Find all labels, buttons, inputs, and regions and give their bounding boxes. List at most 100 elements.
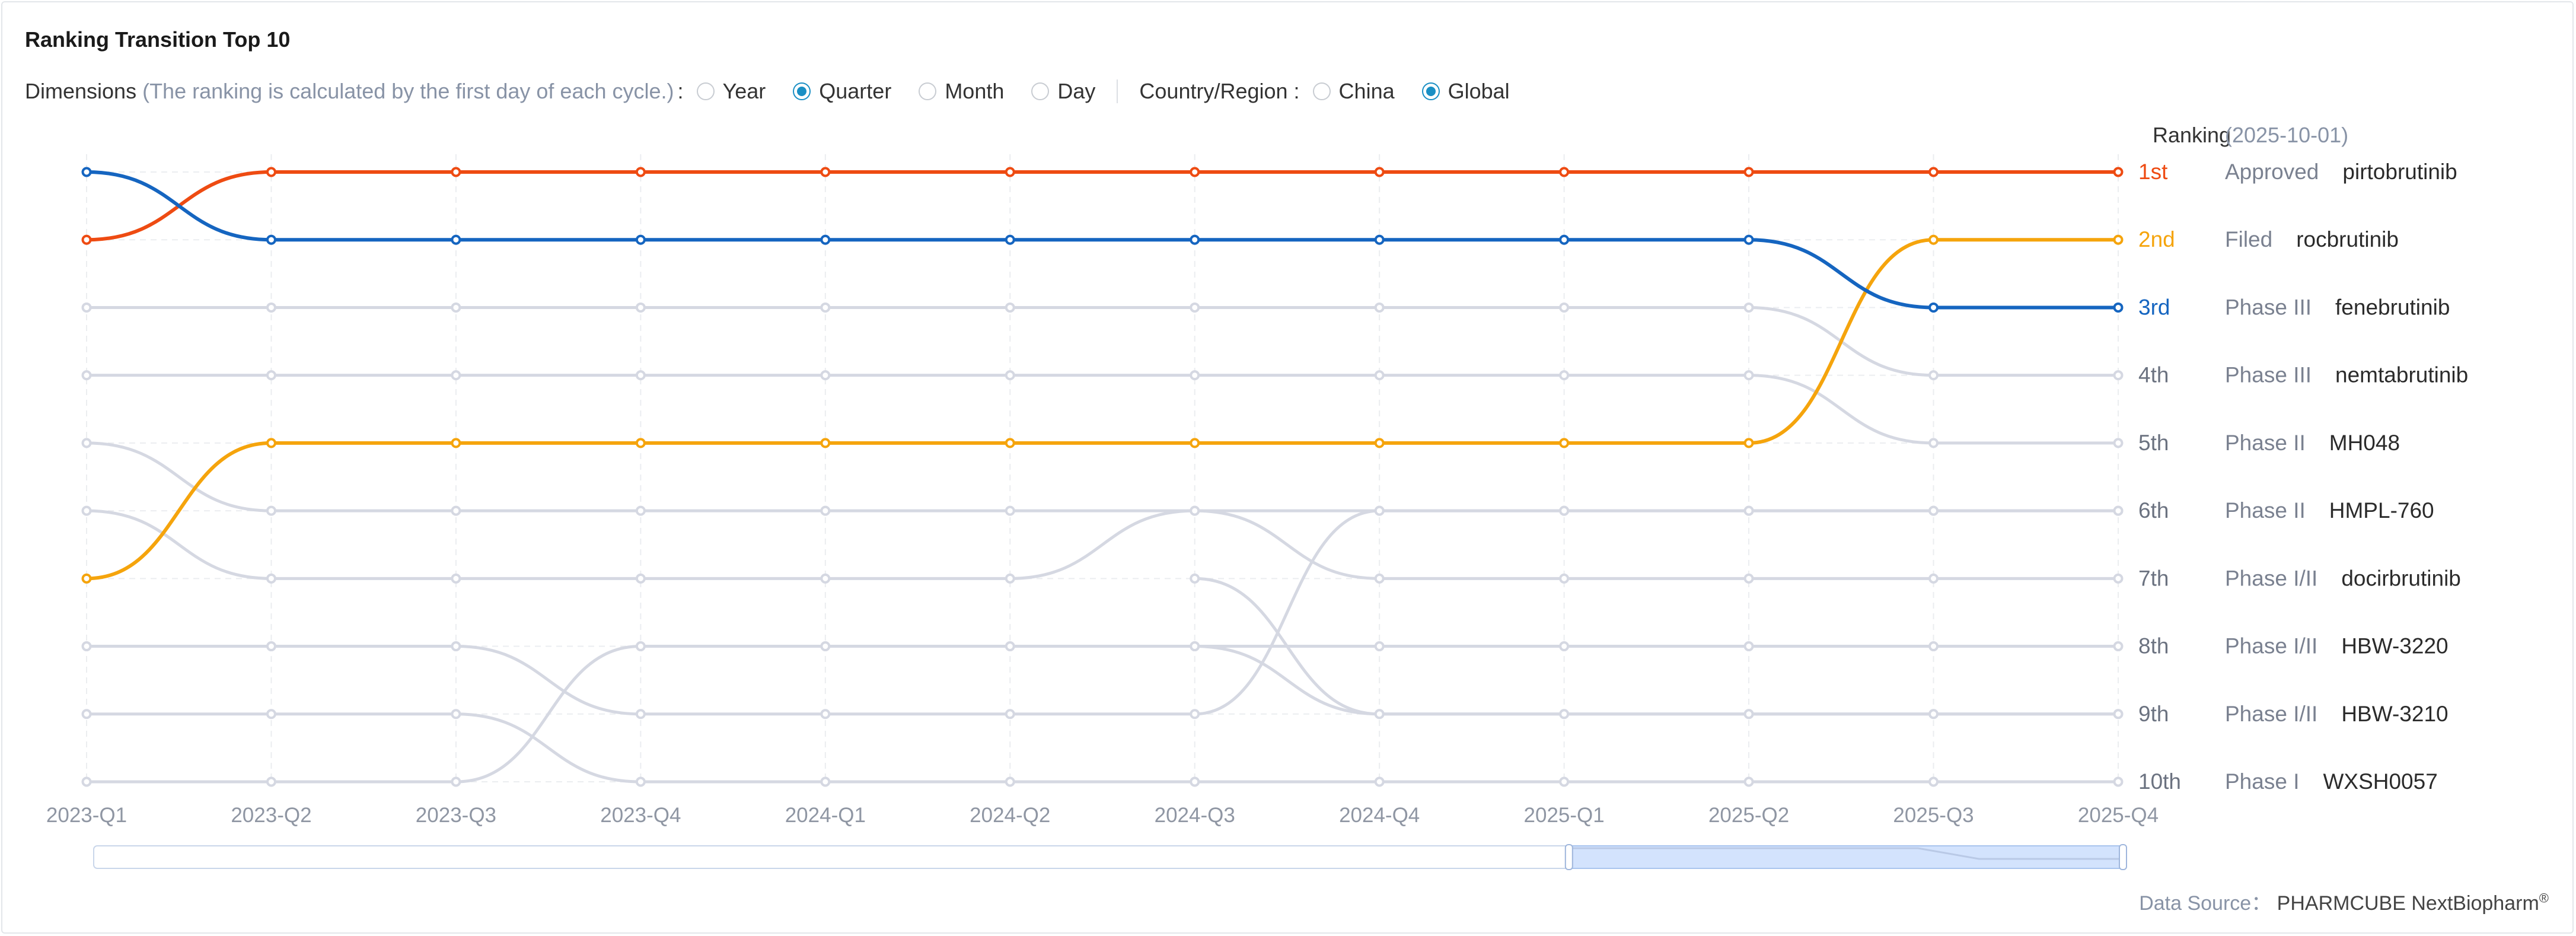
data-point (451, 234, 461, 245)
data-point (451, 573, 461, 584)
radio-china[interactable]: China (1312, 79, 1395, 104)
phase-label: Phase II (2225, 498, 2306, 523)
phase-label: Phase III (2225, 295, 2312, 319)
data-point (1005, 573, 1015, 584)
radio-china-label: China (1338, 79, 1395, 103)
phase-label: Phase III (2225, 363, 2312, 387)
data-point (266, 573, 276, 584)
series-line (85, 509, 2120, 716)
data-point (1005, 167, 1015, 177)
ranking-header: Ranking (2153, 123, 2231, 147)
radio-year-label: Year (722, 79, 766, 103)
zoom-window[interactable] (1568, 845, 2124, 869)
dimensions-label: Dimensions (25, 79, 137, 103)
grid (86, 154, 2119, 782)
data-point (635, 234, 646, 245)
drug-name: nemtabrutinib (2335, 363, 2468, 387)
x-axis: 2023-Q1 2023-Q2 2023-Q3 2023-Q4 2024-Q1 2024-… (46, 804, 2159, 827)
drug-name: fenebrutinib (2335, 295, 2450, 319)
x-tick-label: 2025-Q3 (1893, 804, 1974, 827)
data-point (451, 505, 461, 516)
data-point (1743, 234, 1754, 245)
data-point (1928, 641, 1939, 652)
data-point (1928, 776, 1939, 787)
data-point (1743, 438, 1754, 448)
data-point (2113, 234, 2124, 245)
data-point (1928, 709, 1939, 719)
data-point (1743, 641, 1754, 652)
region-label: Country/Region : (1139, 79, 1300, 103)
rank-label: 2nd (2138, 227, 2175, 251)
series-lines (81, 167, 2124, 787)
phase-label: Phase II (2225, 431, 2306, 455)
radio-quarter[interactable]: Quarter (793, 79, 891, 104)
data-point (81, 641, 92, 652)
data-point (1374, 776, 1385, 787)
series-line (85, 170, 2120, 242)
series-line (85, 712, 2120, 784)
x-tick-label: 2023-Q1 (46, 804, 127, 827)
radio-month[interactable]: Month (919, 79, 1004, 104)
x-tick-label: 2023-Q3 (416, 804, 496, 827)
zoom-handle[interactable] (2119, 844, 2127, 870)
phase-label: Approved (2225, 160, 2319, 184)
drug-name: MH048 (2329, 431, 2400, 455)
data-point (635, 709, 646, 719)
data-point (1743, 302, 1754, 313)
data-point (1559, 776, 1570, 787)
data-point (81, 234, 92, 245)
zoom-handle[interactable] (1564, 844, 1573, 870)
data-point (266, 234, 276, 245)
data-point (2113, 505, 2124, 516)
data-point (1559, 370, 1570, 381)
x-tick-label: 2024-Q2 (970, 804, 1050, 827)
data-point (81, 370, 92, 381)
series-line (85, 441, 2120, 512)
data-point (1190, 641, 1200, 652)
data-point (635, 573, 646, 584)
zoom-slider[interactable] (93, 844, 2127, 870)
rank-label: 6th (2138, 498, 2169, 523)
data-point (2113, 167, 2124, 177)
radio-month-label: Month (945, 79, 1005, 103)
series-line (85, 305, 2120, 377)
ranking-list: Ranking(2025-10-01) 1st Approved pirtobruti… (2138, 123, 2468, 794)
phase-label: Phase I/II (2225, 566, 2317, 590)
data-point (2113, 370, 2124, 381)
data-point (266, 505, 276, 516)
data-point (1743, 167, 1754, 177)
rank-label: 3rd (2138, 295, 2170, 319)
data-point (820, 505, 831, 516)
data-point (2113, 438, 2124, 448)
data-point (266, 370, 276, 381)
x-tick-label: 2023-Q2 (231, 804, 311, 827)
series-line (85, 238, 2120, 581)
data-point (81, 709, 92, 719)
data-point (81, 438, 92, 448)
data-point (451, 438, 461, 448)
rank-label: 10th (2138, 769, 2181, 794)
data-point (1928, 438, 1939, 448)
data-point (1559, 573, 1570, 584)
data-point (1928, 234, 1939, 245)
data-point (2113, 641, 2124, 652)
radio-year[interactable]: Year (696, 79, 766, 104)
data-point (1374, 438, 1385, 448)
series-line (85, 374, 2120, 445)
data-point (1374, 709, 1385, 719)
rank-label: 5th (2138, 431, 2169, 455)
rank-label: 9th (2138, 702, 2169, 726)
data-source-brand[interactable]: PHARMCUBE NextBiopharm (2277, 892, 2539, 915)
radio-global[interactable]: Global (1421, 79, 1510, 104)
data-point (1005, 438, 1015, 448)
data-point (1559, 234, 1570, 245)
data-point (820, 438, 831, 448)
radio-global-label: Global (1448, 79, 1510, 103)
data-point (820, 302, 831, 313)
radio-day[interactable]: Day (1031, 79, 1095, 104)
data-point (1559, 438, 1570, 448)
data-point (635, 438, 646, 448)
x-tick-label: 2025-Q2 (1708, 804, 1789, 827)
data-point (1005, 776, 1015, 787)
data-point (1928, 573, 1939, 584)
